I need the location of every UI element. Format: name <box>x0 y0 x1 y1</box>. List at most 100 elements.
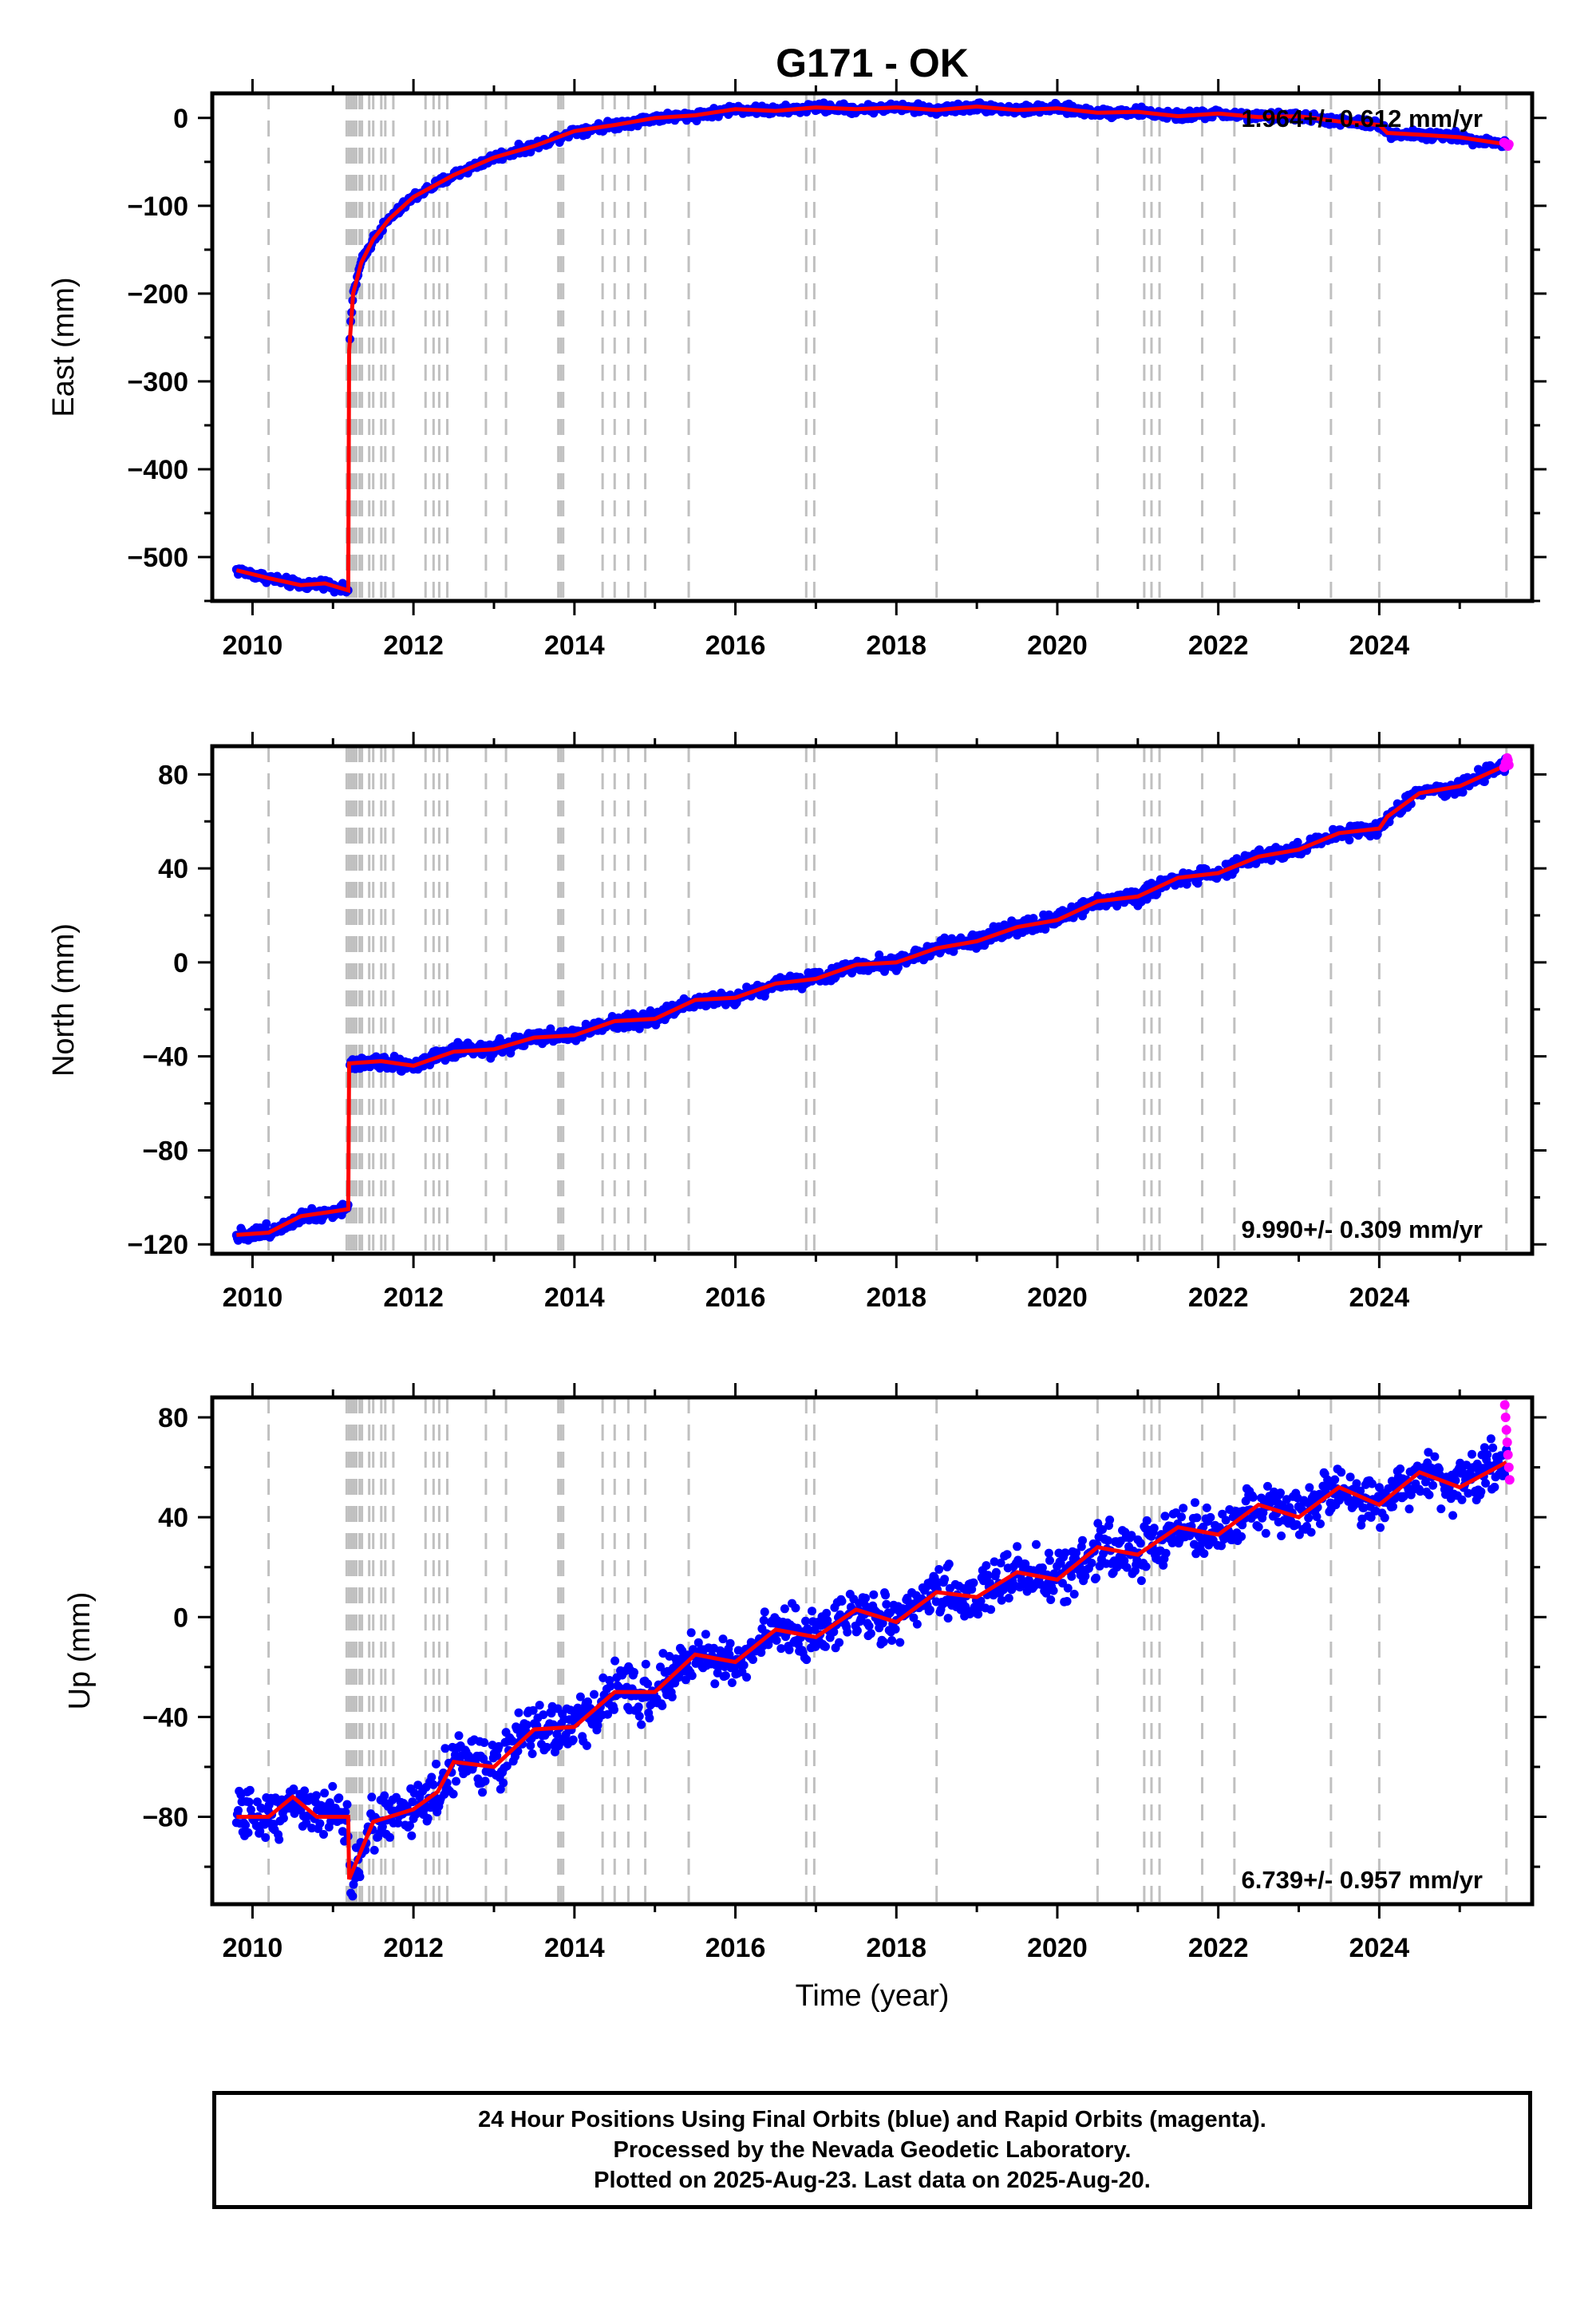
data-point <box>861 1594 871 1603</box>
data-point <box>634 1711 644 1721</box>
footer-line-orbits: 24 Hour Positions Using Final Orbits (bl… <box>478 2107 1266 2132</box>
rapid-point <box>1499 1400 1510 1410</box>
data-point <box>261 1833 271 1842</box>
y-tick-label: 0 <box>173 104 188 134</box>
panel-east: 2010 2012 2014 2016 2018 2020 2022 2024 0 −100 −20… <box>47 79 1547 661</box>
data-point <box>448 1789 458 1799</box>
data-point <box>887 1636 897 1645</box>
rapid-point <box>1503 139 1514 149</box>
data-point <box>969 1578 978 1587</box>
data-point <box>1337 1468 1346 1477</box>
trend-line <box>235 104 1507 594</box>
data-point <box>342 1800 352 1809</box>
data-point <box>1261 1528 1270 1538</box>
x-tick-label: 2020 <box>1027 630 1088 661</box>
data-point <box>539 1710 548 1720</box>
plot-frame <box>210 744 1535 1256</box>
data-point <box>1072 1548 1080 1558</box>
data-point <box>1037 1563 1047 1572</box>
data-point <box>864 1621 874 1630</box>
data-point <box>727 1678 737 1687</box>
data-point <box>1217 1541 1226 1551</box>
data-point <box>822 1608 832 1618</box>
data-point <box>681 1675 690 1685</box>
data-point <box>772 1636 781 1645</box>
data-point <box>1177 1512 1186 1522</box>
data-point <box>1237 1531 1246 1541</box>
data-point <box>1277 1531 1286 1540</box>
data-point <box>590 1690 598 1699</box>
data-point <box>255 1827 265 1836</box>
data-point <box>1041 924 1050 934</box>
data-point <box>943 1614 953 1623</box>
data-point <box>749 1655 757 1664</box>
data-point <box>1312 1512 1321 1521</box>
data-point <box>528 1705 538 1715</box>
data-point <box>380 1791 389 1800</box>
data-point <box>1063 1583 1073 1593</box>
data-point <box>1404 1504 1414 1514</box>
data-point <box>440 1744 450 1753</box>
data-point <box>582 1741 591 1750</box>
data-point <box>393 1818 403 1828</box>
data-point <box>1103 1535 1112 1545</box>
x-tick-label: 2018 <box>866 630 926 661</box>
data-point <box>784 1645 794 1654</box>
y-tick-label: −120 <box>127 1230 188 1260</box>
data-point <box>881 1591 891 1600</box>
data-point <box>1238 1520 1247 1530</box>
x-tick-label: 2018 <box>866 1282 926 1313</box>
data-point <box>1029 914 1038 923</box>
plot-frame <box>210 1395 1535 1907</box>
data-point <box>244 1797 254 1807</box>
data-point <box>912 1619 922 1629</box>
data-point <box>1305 1483 1314 1492</box>
y-axis-title: Up (mm) <box>63 1592 97 1710</box>
data-point <box>875 951 884 959</box>
data-point <box>568 1735 578 1745</box>
x-tick-label: 2022 <box>1188 630 1249 661</box>
data-point <box>808 1607 816 1616</box>
data-point <box>494 1741 504 1751</box>
data-point <box>527 1749 537 1758</box>
data-point <box>1041 1588 1051 1598</box>
data-point <box>1202 1503 1211 1512</box>
data-point <box>852 1626 862 1635</box>
data-point <box>1490 1482 1499 1492</box>
data-point <box>1067 1571 1077 1581</box>
data-point <box>1179 1504 1188 1513</box>
y-tick-label: −80 <box>142 1803 188 1833</box>
x-tick-label: 2010 <box>223 630 283 661</box>
data-point <box>637 1720 646 1729</box>
data-point <box>630 1668 638 1677</box>
data-point <box>1136 1539 1145 1548</box>
x-tick-label: 2024 <box>1349 1282 1410 1313</box>
data-point <box>432 1759 440 1769</box>
rapid-point <box>1503 760 1514 770</box>
data-point <box>1356 1486 1365 1496</box>
data-point <box>739 1661 749 1670</box>
data-point <box>1078 1535 1087 1545</box>
x-tick-label: 2018 <box>866 1933 926 1963</box>
data-point <box>1136 1576 1146 1586</box>
data-point <box>452 1777 460 1786</box>
data-point <box>1206 1512 1215 1522</box>
data-point <box>802 1655 812 1665</box>
data-point <box>866 1629 875 1638</box>
data-point <box>1069 1590 1079 1599</box>
x-tick-label: 2016 <box>705 1933 766 1963</box>
data-point <box>1424 1448 1433 1457</box>
data-point <box>320 1788 330 1798</box>
data-point <box>1458 788 1468 797</box>
data-point <box>502 1761 512 1771</box>
data-point <box>480 1738 489 1747</box>
data-point <box>879 1637 888 1646</box>
data-point <box>997 1595 1006 1605</box>
data-point <box>243 1828 253 1837</box>
y-axis-title: East (mm) <box>47 277 81 417</box>
rapid-orbit-points <box>1499 1400 1515 1485</box>
data-point <box>1430 1452 1440 1461</box>
data-point <box>996 1559 1005 1567</box>
panels: 2010 2012 2014 2016 2018 2020 2022 2024 0 −100 −20… <box>47 79 1547 1963</box>
